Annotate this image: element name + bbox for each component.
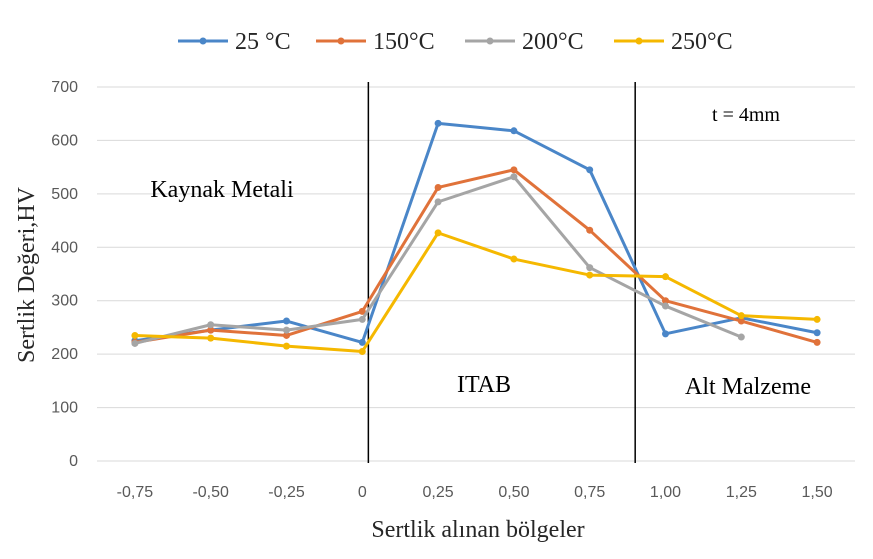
data-point [207,321,215,329]
data-point [662,302,669,310]
x-tick-label: -0,50 [192,484,229,501]
legend-marker [486,37,494,45]
x-axis-title: Sertlik alınan bölgeler [371,517,584,543]
data-point [434,198,442,206]
data-point [510,255,518,263]
y-tick-label: 0 [69,453,78,470]
data-point [283,342,290,350]
x-tick-label: 0,75 [574,484,605,501]
series-group [131,173,745,347]
x-tick-label: 0 [358,484,367,501]
series-group [131,119,821,346]
legend-item: 25 °C [178,29,291,55]
series-lines [131,119,821,355]
legend-item: 200°C [465,29,584,55]
data-point [283,331,290,339]
data-point [586,166,594,174]
series-line [134,231,818,353]
data-point [813,338,821,346]
data-point [586,271,594,279]
data-point [131,331,139,339]
legend-marker [635,37,643,45]
data-point [813,329,821,337]
data-point [358,347,366,355]
data-point [510,127,518,135]
legend-label: 25 °C [235,29,291,55]
x-tick-label: -0,75 [117,484,154,501]
legend-label: 150°C [373,29,435,55]
series-line [134,168,818,344]
series-line [134,121,818,344]
data-point [813,315,821,323]
region-label-weld-metal: Kaynak Metali [150,177,294,203]
data-point [283,317,290,325]
y-axis-ticks: 0 100 200 300 400 500 600 700 [51,79,78,470]
data-point [283,326,290,334]
data-point [434,229,442,237]
thickness-annotation: t = 4mm [712,104,780,126]
series-group [131,229,821,355]
grid-lines [97,86,855,462]
legend-marker [337,37,345,45]
data-point [207,326,215,334]
region-label-haz: ITAB [457,372,511,398]
y-tick-label: 200 [51,346,78,363]
data-point [358,338,366,346]
data-point [358,315,366,323]
data-point [510,173,518,181]
data-point [662,273,669,281]
x-tick-label: 1,25 [726,484,757,501]
x-tick-label: -0,25 [268,484,305,501]
legend-item: 250°C [614,29,733,55]
y-tick-label: 600 [51,132,78,149]
legend: 25 °C 150°C 200°C 250°C [178,29,733,55]
y-tick-label: 700 [51,79,78,96]
data-point [434,183,442,191]
legend-item: 150°C [316,29,435,55]
y-tick-label: 500 [51,186,78,203]
x-tick-label: 0,25 [423,484,454,501]
x-tick-label: 0,50 [498,484,529,501]
data-point [586,226,594,234]
data-point [737,312,745,320]
data-point [131,339,139,347]
legend-label: 200°C [522,29,584,55]
data-point [434,119,442,127]
y-tick-label: 100 [51,400,78,417]
data-point [662,297,669,305]
x-tick-label: 1,50 [802,484,833,501]
legend-label: 250°C [671,29,733,55]
data-point [510,166,518,174]
data-point [207,334,215,342]
data-point [737,317,745,325]
region-boundaries [367,82,636,463]
x-tick-label: 1,00 [650,484,681,501]
data-point [586,264,594,272]
legend-marker [199,37,207,45]
x-axis-ticks: -0,75 -0,50 -0,25 0 0,25 0,50 0,75 1,00 1,25 1,50 [117,484,833,501]
y-axis-title: Sertlik Değeri,HV [14,186,40,363]
data-point [737,333,745,341]
y-tick-label: 400 [51,239,78,256]
data-point [662,330,669,338]
y-tick-label: 300 [51,293,78,310]
data-point [358,307,366,315]
region-label-base-metal: Alt Malzeme [685,374,811,400]
